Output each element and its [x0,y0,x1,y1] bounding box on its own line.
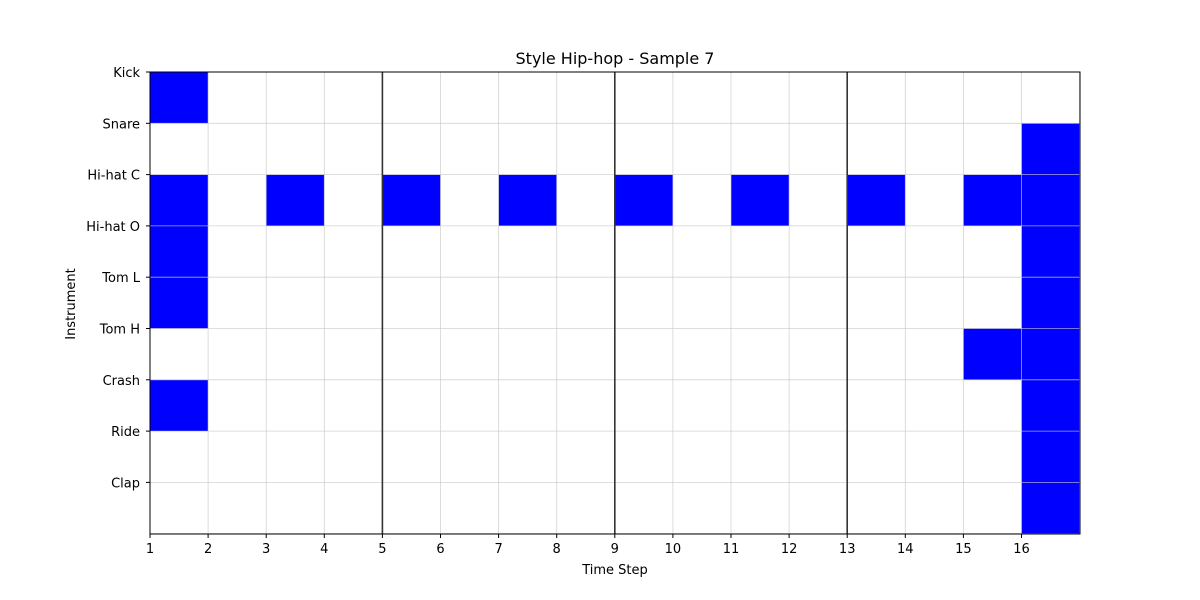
x-tick-label: 6 [436,542,444,557]
x-tick-label: 4 [320,542,328,557]
x-tick-label: 3 [262,542,270,557]
active-cell [498,174,557,226]
x-tick-label: 2 [204,542,212,557]
active-cell [1021,123,1080,175]
x-tick-label: 11 [723,542,740,557]
y-tick-label: Tom H [99,323,140,338]
active-cell [150,277,209,329]
x-tick-label: 5 [378,542,386,557]
y-tick-label: Clap [111,476,140,491]
y-tick-label: Ride [111,425,140,440]
active-cell [1021,431,1080,483]
active-cell [731,174,790,226]
y-tick-label: Hi-hat C [87,169,140,184]
active-cell [150,225,209,278]
active-cell [150,379,209,432]
active-cell [614,174,673,226]
y-tick-label: Hi-hat O [86,220,140,235]
y-tick-label: Tom L [101,271,140,286]
x-tick-label: 12 [781,542,798,557]
x-tick-label: 15 [955,542,972,557]
y-tick-label: Snare [102,117,140,132]
active-cell [150,174,209,226]
x-tick-label: 1 [146,542,154,557]
x-tick-label: 7 [494,542,502,557]
x-tick-label: 9 [611,542,619,557]
active-cell [1021,277,1080,329]
active-cell [1021,328,1080,380]
x-tick-label: 14 [897,542,914,557]
x-tick-label: 13 [839,542,856,557]
x-tick-label: 16 [1013,542,1030,557]
active-cell [1021,482,1080,534]
active-cell [150,72,209,124]
y-tick-label: Crash [103,374,140,389]
active-cell [1021,379,1080,432]
active-cell [963,328,1022,380]
x-tick-label: 10 [665,542,682,557]
y-axis-title: Instrument [64,268,79,340]
x-axis-title: Time Step [581,563,648,578]
y-tick-label: Kick [113,66,140,81]
active-cell [266,174,325,226]
active-cell [1021,225,1080,278]
x-tick-label: 8 [553,542,561,557]
chart-title: Style Hip-hop - Sample 7 [516,49,715,68]
active-cell [963,174,1022,226]
active-cell [382,174,441,226]
active-cell [847,174,906,226]
active-cell [1021,174,1080,226]
